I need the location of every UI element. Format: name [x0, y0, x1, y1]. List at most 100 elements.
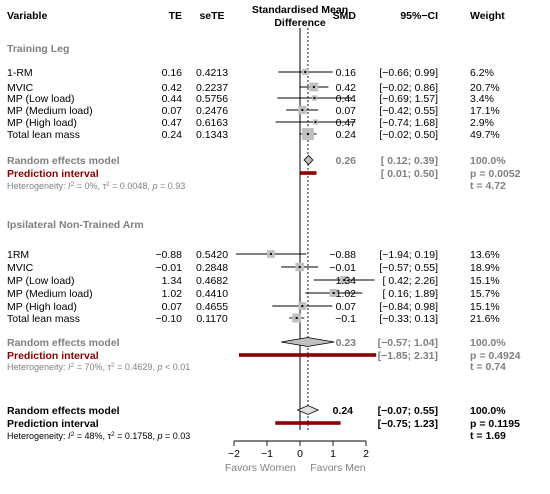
random-effects-ci: [−0.57; 1.04] — [378, 337, 438, 349]
study-smd: 0.07 — [336, 301, 357, 313]
column-header-weight: Weight — [470, 10, 505, 22]
study-te: 0.16 — [162, 67, 183, 79]
study-te: 1.34 — [162, 275, 183, 287]
study-sete: 0.1343 — [196, 129, 228, 141]
study-sete: 0.4213 — [196, 67, 228, 79]
study-ci: [−0.02; 0.50] — [379, 129, 438, 141]
random-effects-diamond — [281, 337, 335, 347]
column-header-effect: Standardised Mean — [252, 4, 348, 16]
study-label: MVIC — [7, 262, 34, 274]
study-sete: 0.5756 — [196, 93, 228, 105]
study-point-estimate — [295, 317, 298, 319]
tau2-symbol: τ — [107, 362, 111, 372]
study-weight: 3.4% — [470, 93, 494, 105]
study-point-estimate — [304, 71, 307, 73]
study-te: 0.07 — [162, 105, 183, 117]
study-label: MP (High load) — [7, 117, 77, 129]
study-te: −0.10 — [155, 313, 182, 325]
i2-value: = 70%, — [74, 362, 107, 372]
study-smd: 0.47 — [336, 117, 357, 129]
plot-marks — [235, 68, 377, 425]
column-header-te: TE — [169, 10, 182, 22]
random-effects-label: Random effects model — [7, 155, 120, 167]
study-smd: 0.07 — [336, 105, 357, 117]
study-label: MP (Low load) — [7, 93, 75, 105]
subgroup-t-stat: t = 4.72 — [470, 180, 506, 192]
study-te: 0.24 — [162, 129, 183, 141]
study-te: 0.47 — [162, 117, 183, 129]
prediction-interval-p: p = 0.4924 — [470, 350, 521, 362]
study-label: Total lean mass — [7, 129, 80, 141]
study-point-estimate — [332, 292, 335, 294]
tau2-symbol: τ — [107, 431, 111, 441]
subgroup-title: Ipsilateral Non-Trained Arm — [7, 219, 144, 231]
prediction-interval-label: Prediction interval — [7, 350, 99, 362]
p-value: = 0.03 — [162, 431, 190, 441]
column-header-effect: Difference — [274, 17, 326, 29]
prediction-interval-ci: [−1.85; 2.31] — [378, 350, 438, 362]
subgroup-t-stat: t = 0.74 — [470, 361, 506, 373]
p-symbol: p — [156, 431, 162, 441]
p-value: = 0.93 — [157, 181, 185, 191]
study-smd: 1.02 — [336, 288, 357, 300]
subgroup-title: Training Leg — [7, 43, 69, 55]
study-sete: 0.4410 — [196, 288, 228, 300]
study-smd: 0.44 — [336, 93, 357, 105]
study-sete: 0.2237 — [196, 82, 228, 94]
i2-symbol: I — [68, 181, 71, 191]
study-smd: 0.42 — [336, 82, 357, 94]
study-weight: 2.9% — [470, 117, 494, 129]
study-ci: [−0.74; 1.68] — [379, 117, 438, 129]
study-weight: 15.1% — [470, 275, 500, 287]
tau2-value: = 0.1758, — [115, 431, 158, 441]
study-sete: 0.6163 — [196, 117, 228, 129]
p-symbol: p — [156, 362, 162, 372]
random-effects-ci: [ 0.12; 0.39] — [381, 155, 438, 167]
reference-lines — [233, 28, 367, 446]
study-ci: [−0.02; 0.86] — [379, 82, 438, 94]
study-ci: [−0.84; 0.98] — [379, 301, 438, 313]
study-weight: 17.1% — [470, 105, 500, 117]
heterogeneity-text: Heterogeneity: I2 = 70%, τ2 = 0.4629, p … — [7, 362, 190, 373]
random-effects-weight: 100.0% — [470, 337, 506, 349]
superscript-2: 2 — [111, 362, 115, 369]
tau2-value: = 0.4629, — [115, 362, 158, 372]
study-te: −0.88 — [155, 249, 182, 261]
study-sete: 0.2848 — [196, 262, 228, 274]
overall-random-effects-diamond — [296, 405, 320, 415]
random-effects-weight: 100.0% — [470, 155, 506, 167]
superscript-2: 2 — [71, 431, 75, 438]
study-smd: −0.01 — [329, 262, 356, 274]
study-point-estimate — [312, 86, 315, 88]
prediction-interval-bar — [300, 171, 317, 175]
random-effects-smd: 0.26 — [336, 155, 357, 167]
column-header-smd: SMD — [333, 10, 357, 22]
x-axis-tick-label: −1 — [261, 448, 273, 460]
overall-random-effects-label: Random effects model — [7, 405, 120, 417]
study-sete: 0.1170 — [196, 313, 227, 325]
overall-prediction-interval-bar — [275, 421, 341, 425]
study-weight: 49.7% — [470, 129, 500, 141]
study-te: 0.44 — [162, 93, 183, 105]
study-sete: 0.4655 — [196, 301, 228, 313]
study-te: 0.07 — [162, 301, 183, 313]
random-effects-diamond — [303, 154, 314, 166]
superscript-2: 2 — [71, 362, 75, 369]
x-axis-tick-label: −2 — [228, 448, 240, 460]
superscript-2: 2 — [71, 181, 75, 188]
study-point-estimate — [306, 133, 309, 135]
study-label: MP (Medium load) — [7, 288, 93, 300]
study-sete: 0.4682 — [196, 275, 228, 287]
overall-random-effects-ci: [−0.07; 0.55] — [378, 405, 438, 417]
study-weight: 21.6% — [470, 313, 500, 325]
study-ci: [ 0.16; 1.89] — [383, 288, 439, 300]
column-header-ci: 95%−CI — [400, 10, 438, 22]
study-te: −0.01 — [155, 262, 182, 274]
study-te: 1.02 — [162, 288, 183, 300]
study-label: MP (Low load) — [7, 275, 75, 287]
prediction-interval-label: Prediction interval — [7, 168, 99, 180]
study-weight: 15.7% — [470, 288, 500, 300]
study-te: 0.42 — [162, 82, 183, 94]
x-axis-label-favors-women: Favors Women — [225, 462, 296, 474]
